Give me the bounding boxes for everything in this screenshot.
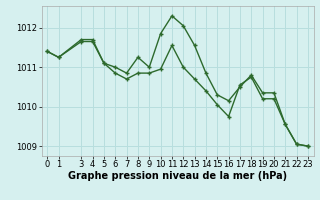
X-axis label: Graphe pression niveau de la mer (hPa): Graphe pression niveau de la mer (hPa) xyxy=(68,171,287,181)
